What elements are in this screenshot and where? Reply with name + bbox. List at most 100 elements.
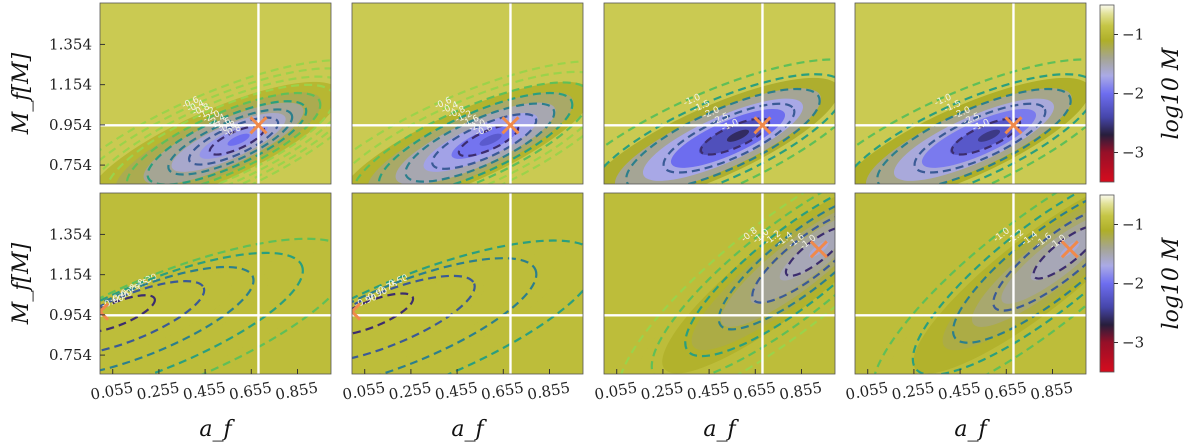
y-tick-label: 1.354 (49, 35, 92, 53)
x-tick-label: 0.655 (983, 378, 1028, 403)
contour-line (871, 193, 1086, 374)
y-tick-label: 0.954 (49, 116, 92, 134)
best-fit-marker (1060, 240, 1079, 259)
y-tick-label: 0.754 (49, 156, 92, 174)
x-tick-label: 0.855 (1029, 378, 1074, 403)
x-tick-label: 0.255 (890, 378, 935, 403)
best-fit-marker (352, 302, 362, 321)
x-tick-label: 0.055 (844, 378, 889, 403)
y-tick-label: 1.154 (49, 76, 92, 94)
x-tick-label: 0.455 (937, 378, 982, 403)
best-fit-marker (100, 302, 110, 321)
x-tick-label: 0.455 (434, 378, 479, 403)
x-tick-label: 0.655 (480, 378, 525, 403)
x-tick-label: 0.455 (182, 378, 227, 403)
colorbar-tick-label: −1 (1122, 26, 1144, 44)
panel-1-1: -0.60-0.75-0.90-0.900.055 0.255 0.455 0.655… (341, 192, 584, 442)
best-fit-marker (809, 240, 828, 259)
field-band (479, 133, 502, 146)
y-axis-label: M_f[M] (9, 52, 34, 135)
panel-1-3: -1.0-1.2-1.4-1.6-1.00.055 0.255 0.455 0.655… (844, 192, 1087, 442)
x-tick-label: 0.855 (526, 378, 571, 403)
colorbar-label: log10 M (1159, 47, 1184, 139)
x-tick-label: 0.655 (228, 378, 273, 403)
contour-line (352, 257, 538, 374)
contour-line (717, 193, 835, 331)
colorbar-tick-label: −3 (1122, 144, 1144, 162)
contour-line (352, 292, 415, 336)
best-fit-marker (249, 116, 268, 135)
contour-line (1032, 224, 1086, 280)
x-tick-label: 0.855 (274, 378, 319, 403)
panel-frame (854, 2, 1087, 185)
colorbar-tick-label: −3 (1122, 334, 1144, 352)
panel-0-3: -1.0-1.5-2.0-2.5-1.0 (854, 2, 1087, 185)
panel-1-2: -0.8-1.0-1.2-1.4-1.6-1.00.0550.2550.4550… (593, 192, 836, 442)
x-tick-label: 0.655 (732, 378, 777, 403)
x-axis-label: a_f (451, 417, 487, 442)
panel-0-2: -1.0-1.5-2.0-2.5-1.0 (603, 2, 836, 185)
contour-line (950, 117, 1022, 156)
contour-line (625, 87, 821, 184)
x-tick-label: 0.055 (89, 378, 134, 403)
contour-line (684, 193, 835, 358)
best-fit-marker (501, 116, 520, 135)
panel-0-1: -0.6-0.4-0.8-1.2-1.6-2.0-0.8 (351, 2, 584, 185)
contour-line (125, 91, 322, 184)
best-fit-marker (1004, 116, 1023, 135)
contour-line (100, 280, 206, 356)
contour-line (167, 108, 294, 176)
colorbar-tick-label: −2 (1122, 85, 1144, 103)
y-tick-label: 0.954 (49, 306, 92, 324)
contour-line (146, 100, 308, 184)
panel-frame (603, 192, 836, 375)
colorbar-gradient (1099, 194, 1115, 373)
y-axis-label: M_f[M] (9, 242, 34, 325)
colorbar-tick-label: −1 (1122, 216, 1144, 234)
contour-line (352, 274, 476, 364)
contour-line (431, 113, 538, 170)
panel-frame (603, 2, 836, 185)
colorbar-tick-label: −2 (1122, 275, 1144, 293)
field-band (726, 129, 750, 142)
x-axis-label: a_f (954, 417, 990, 442)
colorbar-1: −1 −2 −3 log10 M (1099, 194, 1184, 373)
x-tick-label: 0.255 (387, 378, 432, 403)
contour-line (784, 226, 835, 277)
contour-line (604, 58, 835, 184)
contour-line (951, 193, 1086, 344)
contour-line (650, 193, 835, 374)
panel-0-0: -0.6-0.4-0.8-1.2-2.0-2.4-1.6-0.8-0.80.75… (9, 2, 332, 185)
colorbar-gradient (1099, 4, 1115, 183)
panel-frame (351, 2, 584, 185)
y-tick-label: 0.754 (49, 346, 92, 364)
x-tick-label: 0.855 (778, 378, 823, 403)
panel-frame (854, 192, 1087, 375)
contour-line (105, 83, 331, 184)
colorbar-label: log10 M (1159, 237, 1184, 329)
x-tick-label: 0.055 (593, 378, 638, 403)
x-tick-label: 0.055 (341, 378, 386, 403)
contour-line (100, 294, 156, 334)
y-tick-label: 1.154 (49, 266, 92, 284)
panel-frame (99, 192, 332, 375)
contour-line (208, 124, 266, 156)
contour-line (100, 251, 304, 374)
field-band (227, 133, 250, 146)
colorbar-0: −1 −2 −3 log10 M (1099, 4, 1184, 183)
contour-line (404, 102, 556, 183)
x-tick-label: 0.255 (135, 378, 180, 403)
contour-line (662, 102, 796, 174)
panel-frame (99, 2, 332, 185)
field-band (977, 129, 1001, 142)
panel-1-0: -0.30-0.45-0.75-0.90-0.600.7540.9541.154… (9, 192, 332, 442)
contour-line (100, 265, 255, 374)
best-fit-marker (753, 116, 772, 135)
contour-line (187, 116, 280, 166)
contour-line (855, 58, 1086, 184)
contour-line (751, 209, 835, 304)
y-tick-label: 1.354 (49, 225, 92, 243)
x-tick-label: 0.255 (639, 378, 684, 403)
contour-line (699, 117, 771, 156)
